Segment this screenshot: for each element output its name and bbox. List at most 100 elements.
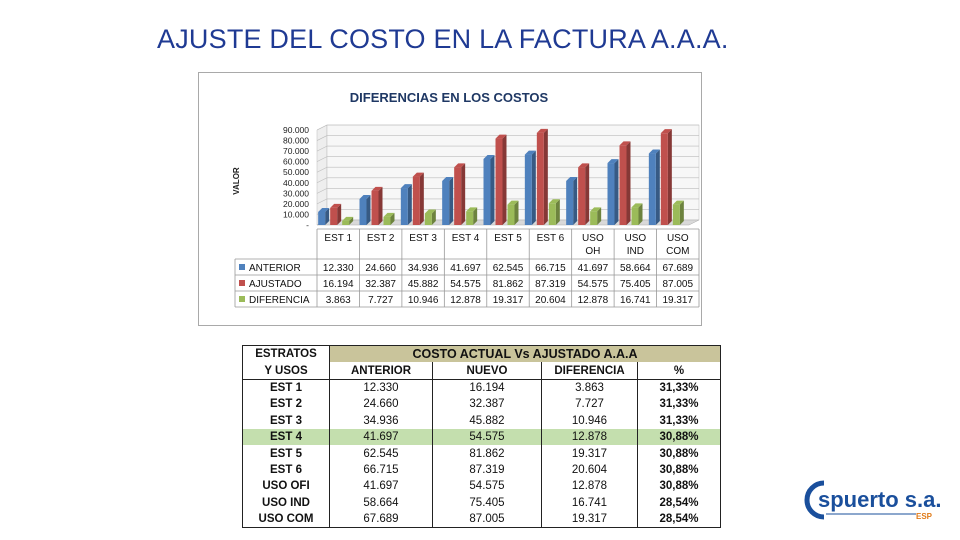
bar-side-diferencia [473, 207, 478, 225]
bar-side-diferencia [514, 200, 519, 225]
legend-key-ajustado [239, 280, 245, 286]
bar-anterior [318, 211, 326, 225]
bar-top-anterior [359, 194, 371, 199]
bar-diferencia [507, 204, 515, 225]
bar-ajustado [495, 138, 503, 225]
data-label: 58.664 [620, 263, 651, 274]
slide-title: AJUSTE DEL COSTO EN LA FACTURA A.A.A. [157, 24, 729, 54]
bar-top-ajustado [495, 134, 507, 139]
cell-pct: 30,88% [637, 461, 721, 479]
bar-side-ajustado [337, 203, 342, 225]
data-label: 16.194 [323, 279, 354, 290]
y-tick-label: 50.000 [283, 167, 309, 177]
column-header: DIFERENCIA [541, 362, 638, 380]
cell-label: USO IND [242, 494, 330, 511]
y-tick-label: - [306, 220, 309, 230]
y-tick-label: 60.000 [283, 157, 309, 167]
cell-label: EST 1 [242, 379, 330, 397]
legend-label: AJUSTADO [249, 279, 302, 290]
bar-ajustado [536, 132, 544, 225]
bar-top-ajustado [536, 128, 548, 133]
data-label: 62.545 [493, 263, 524, 274]
table-row: EST 3 34.936 45.882 10.946 31,33% [242, 412, 721, 429]
data-label: 32.387 [365, 279, 396, 290]
cell-nuevo: 87.005 [432, 510, 542, 529]
data-label: 7.727 [368, 295, 393, 306]
bar-side-diferencia [555, 199, 560, 225]
bar-top-ajustado [454, 163, 466, 168]
header-usos: Y USOS [242, 362, 330, 380]
table-row: EST 6 66.715 87.319 20.604 30,88% [242, 461, 721, 479]
data-label: 10.946 [408, 295, 439, 306]
data-label: 12.878 [578, 295, 609, 306]
data-label: 3.863 [326, 295, 351, 306]
cell-diferencia: 19.317 [541, 445, 638, 462]
bar-side-diferencia [638, 203, 643, 225]
bar-diferencia [631, 207, 639, 225]
x-tick-label: EST 5 [494, 233, 522, 244]
bar-side-anterior [490, 154, 495, 225]
data-label: 75.405 [620, 279, 651, 290]
cell-label: EST 4 [242, 428, 330, 446]
espuerto-logo: spuerto s.a. ESP [804, 480, 952, 521]
cell-anterior: 67.689 [329, 510, 433, 529]
cost-table: ESTRATOS COSTO ACTUAL Vs AJUSTADO A.A.A Y … [242, 345, 721, 529]
bar-top-diferencia [342, 216, 354, 221]
y-tick-label: 20.000 [283, 199, 309, 209]
cell-diferencia: 3.863 [541, 379, 638, 397]
bar-anterior [359, 198, 367, 225]
bar-side-anterior [531, 150, 536, 225]
bar-anterior [524, 154, 532, 225]
bar-ajustado [330, 207, 338, 225]
legend-key-anterior [239, 264, 245, 270]
cell-nuevo: 32.387 [432, 396, 542, 413]
bar-ajustado [454, 167, 462, 225]
bar-anterior [483, 158, 491, 225]
x-tick-label: COM [666, 246, 689, 257]
cell-diferencia: 20.604 [541, 461, 638, 479]
data-label: 24.660 [365, 263, 396, 274]
gridline [316, 188, 328, 194]
bar-anterior [648, 153, 656, 225]
cell-nuevo: 45.882 [432, 412, 542, 429]
bar-top-ajustado [371, 186, 383, 191]
bar-top-diferencia [672, 200, 684, 205]
y-tick-label: 30.000 [283, 188, 309, 198]
bar-side-ajustado [502, 134, 507, 225]
bar-diferencia [466, 211, 474, 225]
bar-top-anterior [566, 176, 578, 181]
data-label: 41.697 [578, 263, 609, 274]
bar-diferencia [424, 213, 432, 225]
bar-chart: DIFERENCIAS EN LOS COSTOSVALOR-10.00020.… [232, 90, 700, 308]
y-tick-label: 10.000 [283, 209, 309, 219]
y-tick-label: 70.000 [283, 146, 309, 156]
bar-diferencia [672, 204, 680, 225]
table-row: USO OFI 41.697 54.575 12.878 30,88% [242, 478, 721, 495]
y-tick-label: 90.000 [283, 125, 309, 135]
data-label: 54.575 [578, 279, 609, 290]
bar-top-diferencia [383, 212, 395, 217]
cell-label: EST 2 [242, 396, 330, 413]
bar-side-anterior [573, 176, 578, 225]
x-tick-label: USO [667, 233, 689, 244]
gridline [316, 124, 328, 131]
cell-label: EST 3 [242, 412, 330, 429]
gridline [316, 177, 328, 184]
bar-top-diferencia [424, 209, 436, 214]
legend-label: ANTERIOR [249, 263, 301, 274]
cell-label: EST 6 [242, 461, 330, 479]
bar-anterior [400, 188, 408, 225]
bar-top-anterior [607, 159, 619, 164]
bar-side-anterior [407, 184, 412, 225]
y-tick-label: 80.000 [283, 136, 309, 146]
bar-side-anterior [614, 159, 619, 225]
cell-anterior: 62.545 [329, 445, 433, 462]
svg-text:ESP: ESP [916, 512, 933, 520]
bar-top-ajustado [619, 141, 631, 146]
data-label: 41.697 [450, 263, 481, 274]
cell-pct: 28,54% [637, 494, 721, 511]
cell-nuevo: 16.194 [432, 379, 542, 397]
chart-title: DIFERENCIAS EN LOS COSTOS [350, 90, 549, 105]
bar-side-ajustado [626, 141, 631, 225]
bar-anterior [607, 163, 615, 225]
